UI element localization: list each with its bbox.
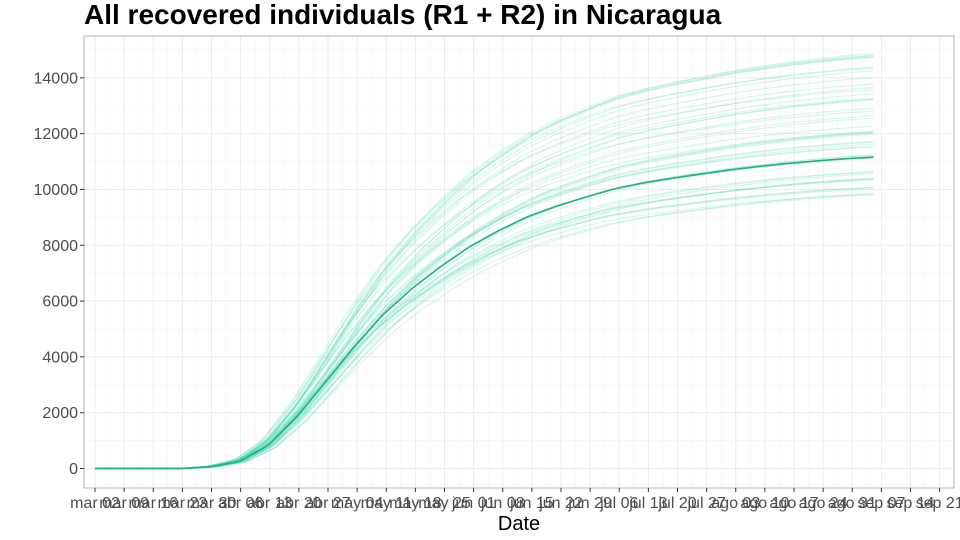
ensemble-line (95, 56, 874, 470)
x-tick-label: jun 29 (567, 495, 612, 512)
x-tick-label: mar 02 (70, 495, 120, 512)
y-tick-label: 0 (69, 461, 78, 478)
x-tick-label: may 18 (389, 495, 442, 512)
x-tick-label: mar 23 (157, 495, 207, 512)
main-series-group (95, 156, 874, 470)
x-tick-label: jul 20 (657, 495, 696, 512)
ensemble-line (95, 67, 874, 470)
x-tick-label: may 04 (331, 495, 384, 512)
ensemble-line (95, 97, 874, 470)
x-tick-label: mar 30 (187, 495, 237, 512)
ensemble-line (95, 77, 874, 470)
main-series-line (95, 156, 874, 470)
y-tick-label: 14000 (34, 70, 79, 87)
ensemble-line (95, 171, 874, 470)
x-tick-label: mar 09 (99, 495, 149, 512)
x-tick-label: ago 03 (711, 495, 760, 512)
chart-title: All recovered individuals (R1 + R2) in N… (84, 0, 722, 30)
y-tick-label: 4000 (42, 349, 78, 366)
ensemble-line (95, 89, 874, 470)
ensemble-line (95, 83, 874, 470)
x-tick-label: ago 24 (799, 495, 848, 512)
x-tick-label: may 11 (361, 495, 412, 512)
y-tick-label: 2000 (42, 405, 78, 422)
x-tick-label: abr 06 (218, 495, 263, 512)
x-tick-label: ago 31 (828, 495, 877, 512)
x-tick-label: jul 13 (628, 495, 667, 512)
y-tick-label: 6000 (42, 294, 78, 311)
x-tick-label: jun 08 (480, 495, 525, 512)
major-gridlines (84, 36, 954, 488)
x-tick-label: mar 16 (128, 495, 178, 512)
ensemble-line (95, 66, 874, 470)
x-tick-label: jun 22 (538, 495, 583, 512)
ensemble-line (95, 177, 874, 470)
x-tick-label: may 25 (418, 495, 471, 512)
y-tick-label: 8000 (42, 238, 78, 255)
ensemble-line (95, 55, 874, 470)
ensemble-line (95, 193, 874, 470)
x-tick-label: abr 20 (276, 495, 321, 512)
ensemble-line (95, 70, 874, 470)
x-axis-title: Date (498, 513, 540, 535)
ensemble-line (95, 173, 874, 470)
y-tick-label: 10000 (34, 182, 79, 199)
x-tick-label: sep 07 (857, 495, 905, 512)
x-tick-label: ago 17 (770, 495, 819, 512)
x-tick-label: abr 13 (247, 495, 292, 512)
x-tick-label: ago 10 (740, 495, 789, 512)
panel-border (83, 35, 955, 489)
x-tick-label: jul 27 (687, 495, 726, 512)
ensemble-line (95, 54, 874, 470)
ensemble-line (95, 131, 874, 470)
x-tick-label: jul 06 (599, 495, 638, 512)
y-axis: 0 2000 4000 6000 8000 10000 12000 14000 (34, 70, 84, 478)
x-tick-label: sep 14 (886, 495, 934, 512)
y-tick-label: 12000 (34, 126, 79, 143)
x-tick-label: sep 21 (916, 495, 960, 512)
x-tick-label: jun 15 (509, 495, 554, 512)
x-tick-label: jun 01 (451, 495, 496, 512)
ensemble-line (95, 125, 874, 470)
x-tick-label: abr 27 (305, 495, 350, 512)
ensemble-line (95, 110, 874, 470)
